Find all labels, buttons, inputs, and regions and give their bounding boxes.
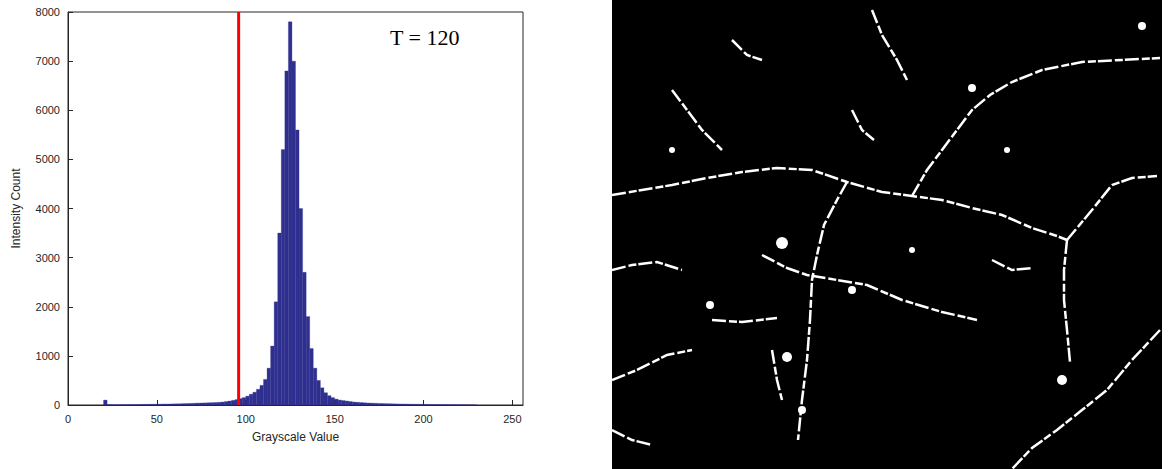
svg-text:1000: 1000 [36,350,60,362]
svg-text:6000: 6000 [36,104,60,116]
svg-text:5000: 5000 [36,153,60,165]
svg-text:50: 50 [151,413,163,425]
svg-text:250: 250 [503,413,521,425]
svg-text:Intensity Count: Intensity Count [9,168,23,249]
svg-text:200: 200 [414,413,432,425]
svg-text:4000: 4000 [36,203,60,215]
svg-text:Grayscale Value: Grayscale Value [252,430,339,444]
svg-text:T = 120: T = 120 [390,25,459,50]
svg-text:2000: 2000 [36,301,60,313]
svg-text:3000: 3000 [36,252,60,264]
svg-text:0: 0 [54,399,60,411]
svg-text:7000: 7000 [36,55,60,67]
svg-text:100: 100 [237,413,255,425]
svg-text:8000: 8000 [36,6,60,18]
svg-text:150: 150 [325,413,343,425]
svg-text:0: 0 [65,413,71,425]
